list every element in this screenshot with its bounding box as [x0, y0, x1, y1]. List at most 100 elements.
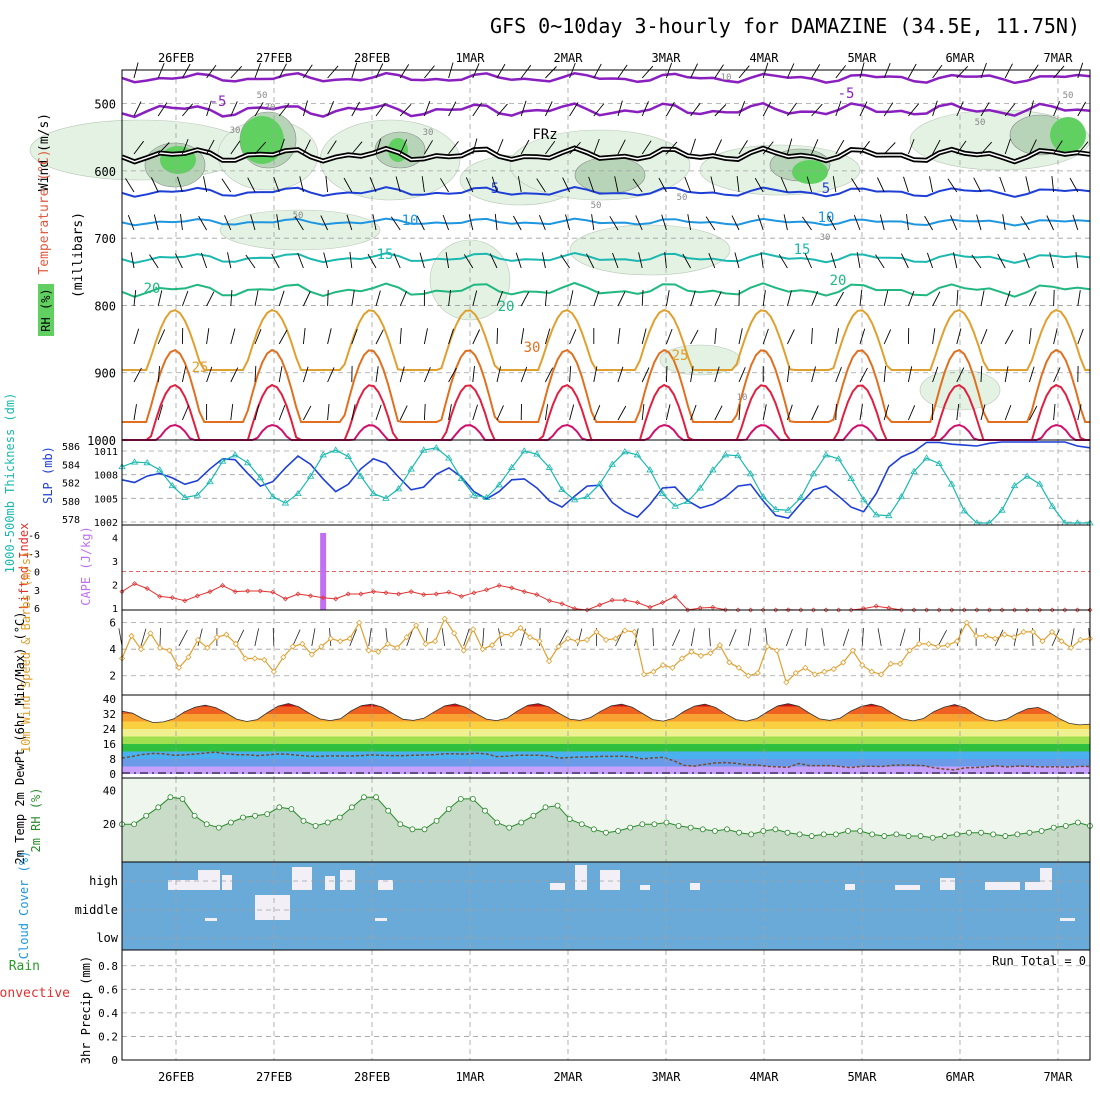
li-marker	[169, 595, 175, 601]
li-marker	[1087, 607, 1093, 613]
precip-tick-label: 0.2	[98, 1030, 118, 1043]
wind-barb-10m	[140, 628, 147, 647]
wind-barb	[421, 176, 425, 193]
wind-barb	[859, 367, 868, 383]
temp-contour-40	[122, 423, 1090, 441]
wind-barb	[1028, 366, 1035, 383]
wind-barb	[760, 252, 764, 269]
ylabel-thickness: 1000-500mb Thickness (dm)	[3, 393, 17, 574]
wind-barb	[375, 366, 379, 383]
wind-barb	[448, 367, 457, 383]
wind-barb	[980, 404, 986, 421]
wind-barb	[762, 290, 766, 307]
contour-label: 15	[377, 247, 394, 263]
wind-marker	[451, 630, 458, 637]
li-tick-label: -6	[28, 531, 40, 542]
wind-marker	[897, 660, 904, 667]
wind-marker	[185, 654, 192, 661]
slp-marker	[570, 496, 579, 503]
wind-barb-10m	[708, 628, 711, 647]
li-marker	[308, 593, 314, 599]
wind-barb	[174, 253, 183, 269]
wind-barb	[562, 177, 571, 193]
li-marker	[433, 591, 439, 597]
wind-barb	[472, 290, 478, 307]
li-marker	[270, 589, 276, 595]
wind-barb	[641, 289, 644, 307]
slp-marker	[608, 460, 616, 467]
slp-marker	[809, 470, 818, 477]
wind-marker	[963, 619, 970, 626]
wind-barb-10m	[634, 628, 639, 647]
wind-barb	[835, 139, 845, 155]
li-marker	[521, 589, 527, 595]
wind-barb	[323, 252, 329, 269]
wind-barb-10m	[747, 628, 752, 647]
wind-barb	[980, 141, 993, 155]
pressure-tick-label: 1000	[87, 434, 116, 448]
cloud-block	[1025, 882, 1040, 890]
rh-marker	[1038, 828, 1045, 834]
rh-contour-label: 50	[293, 211, 304, 221]
wind-barb	[690, 63, 699, 79]
wind-barb-10m	[729, 629, 737, 647]
wind-barb	[804, 253, 813, 269]
rh-marker	[324, 819, 331, 826]
cloud-block	[168, 880, 198, 890]
rh-low-area	[569, 224, 731, 276]
wind-barb-10m	[652, 627, 654, 647]
ylabel-wind10m: 10m Wind Speed & Barbs (m/s)	[19, 551, 33, 753]
wind-barb-10m	[272, 627, 275, 647]
wind-barb	[612, 252, 619, 269]
wind-barb	[273, 176, 280, 193]
wind-barb	[617, 328, 621, 345]
wind-barb	[230, 328, 236, 345]
wind-barb	[325, 176, 329, 193]
cloud-block	[198, 870, 220, 890]
temp-contour-0	[121, 71, 1091, 85]
cloud-block	[205, 918, 217, 921]
wind-barb	[206, 64, 217, 79]
rh-marker	[336, 814, 343, 821]
rh-marker	[348, 804, 355, 811]
wind-marker	[925, 640, 932, 647]
ylabel-temp: Temperature (°C)	[37, 149, 52, 274]
wind-barb	[367, 253, 377, 269]
wind-barb	[448, 101, 457, 117]
li-marker	[496, 582, 502, 588]
wind-barb	[1053, 289, 1055, 307]
wind-barb	[907, 138, 915, 155]
slp-marker	[935, 459, 943, 467]
wind-marker	[356, 619, 363, 626]
wind-barb	[1023, 252, 1030, 269]
slp-marker	[432, 444, 440, 451]
wind-barb	[560, 254, 570, 269]
wind-marker	[489, 642, 496, 649]
wind-barb	[544, 328, 551, 345]
wind-marker	[574, 638, 581, 645]
wind-barb	[1028, 328, 1032, 345]
wind-barb	[157, 142, 170, 155]
wind-marker	[612, 635, 619, 642]
wind-barb	[762, 101, 772, 117]
thickness-tick-label: 582	[62, 479, 80, 490]
li-marker	[245, 588, 251, 594]
slp-marker	[1036, 480, 1044, 487]
cloud-block	[325, 876, 335, 890]
wind-barb	[351, 328, 358, 345]
wind-barb	[569, 62, 576, 79]
wind-barb	[617, 100, 623, 117]
wind-barb	[181, 366, 187, 383]
wind-barb	[593, 138, 600, 155]
slp-marker	[998, 506, 1006, 513]
wind-marker	[792, 670, 799, 677]
wind-marker	[213, 634, 220, 641]
wind-marker	[650, 668, 657, 675]
wind-marker	[204, 644, 211, 651]
wind-barb	[303, 64, 313, 79]
rh-marker	[869, 831, 876, 838]
wind-barb	[157, 102, 168, 117]
rh-marker	[240, 814, 246, 821]
wind-marker	[821, 668, 828, 675]
li-marker	[471, 590, 477, 596]
